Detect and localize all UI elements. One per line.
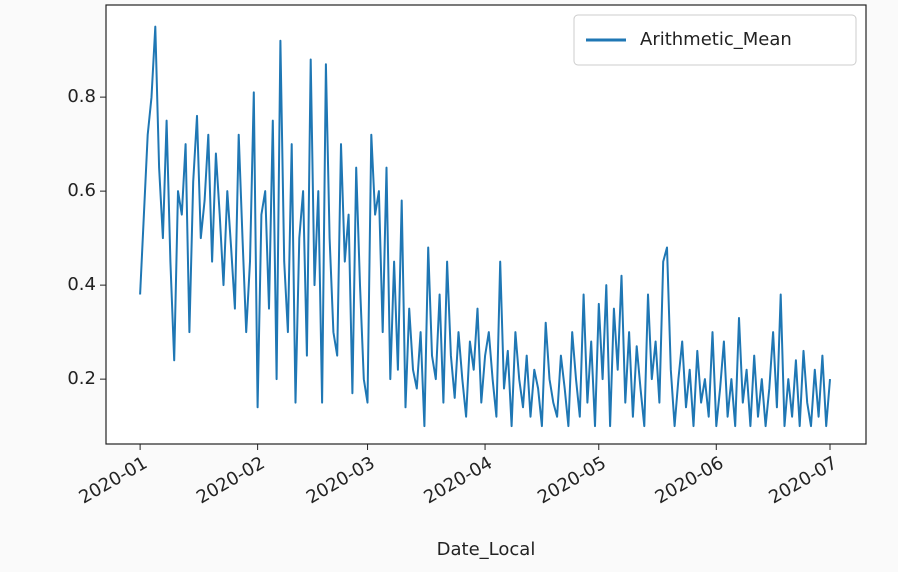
legend-box: [573, 14, 857, 66]
x-tick-label: 2020-04: [420, 452, 496, 508]
x-tick-label: 2020-06: [652, 452, 728, 508]
x-axis-label: Date_Local: [437, 539, 536, 560]
plot-area: [105, 4, 867, 445]
y-tick-label: 0.2: [67, 368, 96, 389]
x-tick-label: 2020-01: [75, 452, 151, 508]
x-tick-label: 2020-02: [193, 452, 269, 508]
x-tick-label: 2020-07: [765, 452, 841, 508]
x-tick-label: 2020-05: [534, 452, 610, 508]
y-tick-label: 0.8: [67, 86, 96, 107]
y-tick-label: 0.6: [67, 180, 96, 201]
y-tick-label: 0.4: [67, 274, 96, 295]
legend-label: Arithmetic_Mean: [640, 29, 792, 50]
x-tick-label: 2020-03: [303, 452, 379, 508]
line: [139, 25, 831, 428]
